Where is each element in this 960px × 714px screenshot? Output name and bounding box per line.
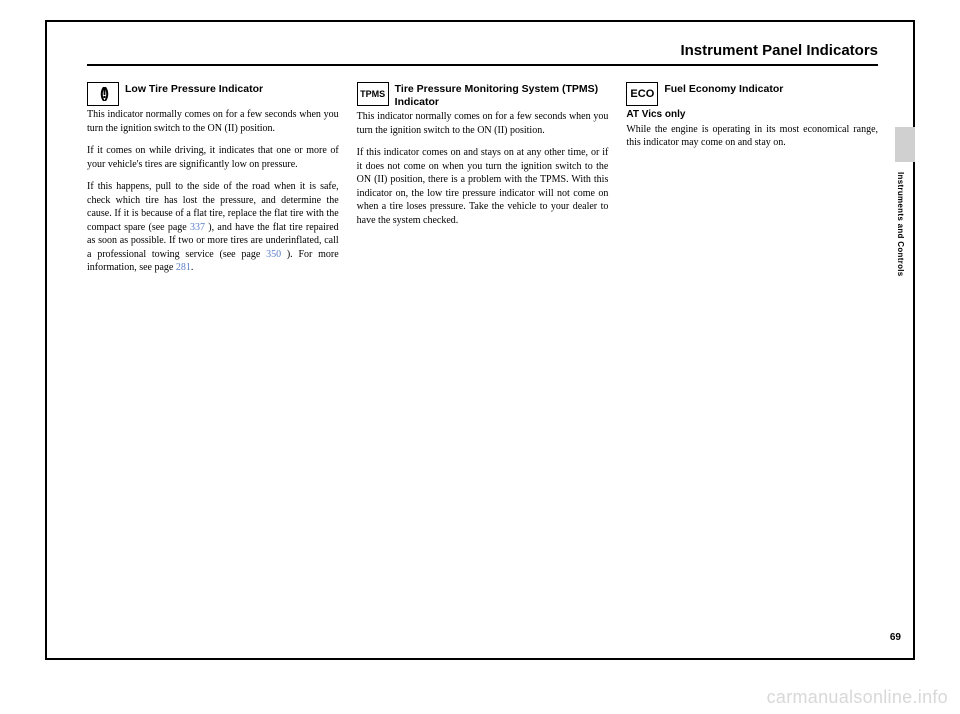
column-1: (!) Low Tire Pressure Indicator This ind… — [87, 82, 339, 628]
col1-para-2: If it comes on while driving, it indicat… — [87, 144, 339, 171]
indicator-heading-3: ECO Fuel Economy Indicator — [626, 82, 878, 106]
column-3: ECO Fuel Economy Indicator AT Vics only … — [626, 82, 878, 628]
col2-para-2: If this indicator comes on and stays on … — [357, 146, 609, 227]
indicator-heading-2: TPMS Tire Pressure Monitoring System (TP… — [357, 82, 609, 108]
watermark: carmanualsonline.info — [767, 687, 948, 708]
content-area: (!) Low Tire Pressure Indicator This ind… — [87, 82, 878, 628]
header-rule — [87, 64, 878, 66]
page-number: 69 — [890, 632, 901, 643]
heading-text-1: Low Tire Pressure Indicator — [125, 82, 263, 96]
page-ref-2: 350 — [266, 249, 281, 260]
page-container: Instrument Panel Indicators (!) Low Tire… — [45, 20, 915, 660]
indicator-heading-1: (!) Low Tire Pressure Indicator — [87, 82, 339, 106]
tpms-icon: TPMS — [357, 82, 389, 106]
page-header-title: Instrument Panel Indicators — [680, 42, 878, 59]
side-tab — [895, 127, 915, 162]
low-tire-pressure-icon: (!) — [87, 82, 119, 106]
eco-icon: ECO — [626, 82, 658, 106]
col1-para-1: This indicator normally comes on for a f… — [87, 108, 339, 135]
heading-text-3: Fuel Economy Indicator — [664, 82, 783, 96]
col3-para-1: While the engine is operating in its mos… — [626, 123, 878, 150]
col3-subheading: AT Vics only — [626, 108, 878, 122]
col1-p3d: . — [191, 262, 194, 273]
column-2: TPMS Tire Pressure Monitoring System (TP… — [357, 82, 609, 628]
heading-text-2: Tire Pressure Monitoring System (TPMS) I… — [395, 82, 609, 108]
col2-para-1: This indicator normally comes on for a f… — [357, 110, 609, 137]
col1-para-3: If this happens, pull to the side of the… — [87, 180, 339, 275]
page-ref-1: 337 — [190, 222, 205, 233]
page-ref-3: 281 — [176, 262, 191, 273]
side-section-label: Instruments and Controls — [896, 172, 905, 277]
